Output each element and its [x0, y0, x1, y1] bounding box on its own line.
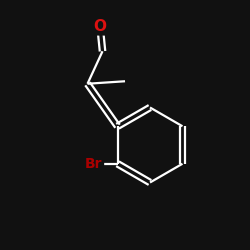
- Text: O: O: [94, 19, 106, 34]
- Text: Br: Br: [85, 157, 102, 171]
